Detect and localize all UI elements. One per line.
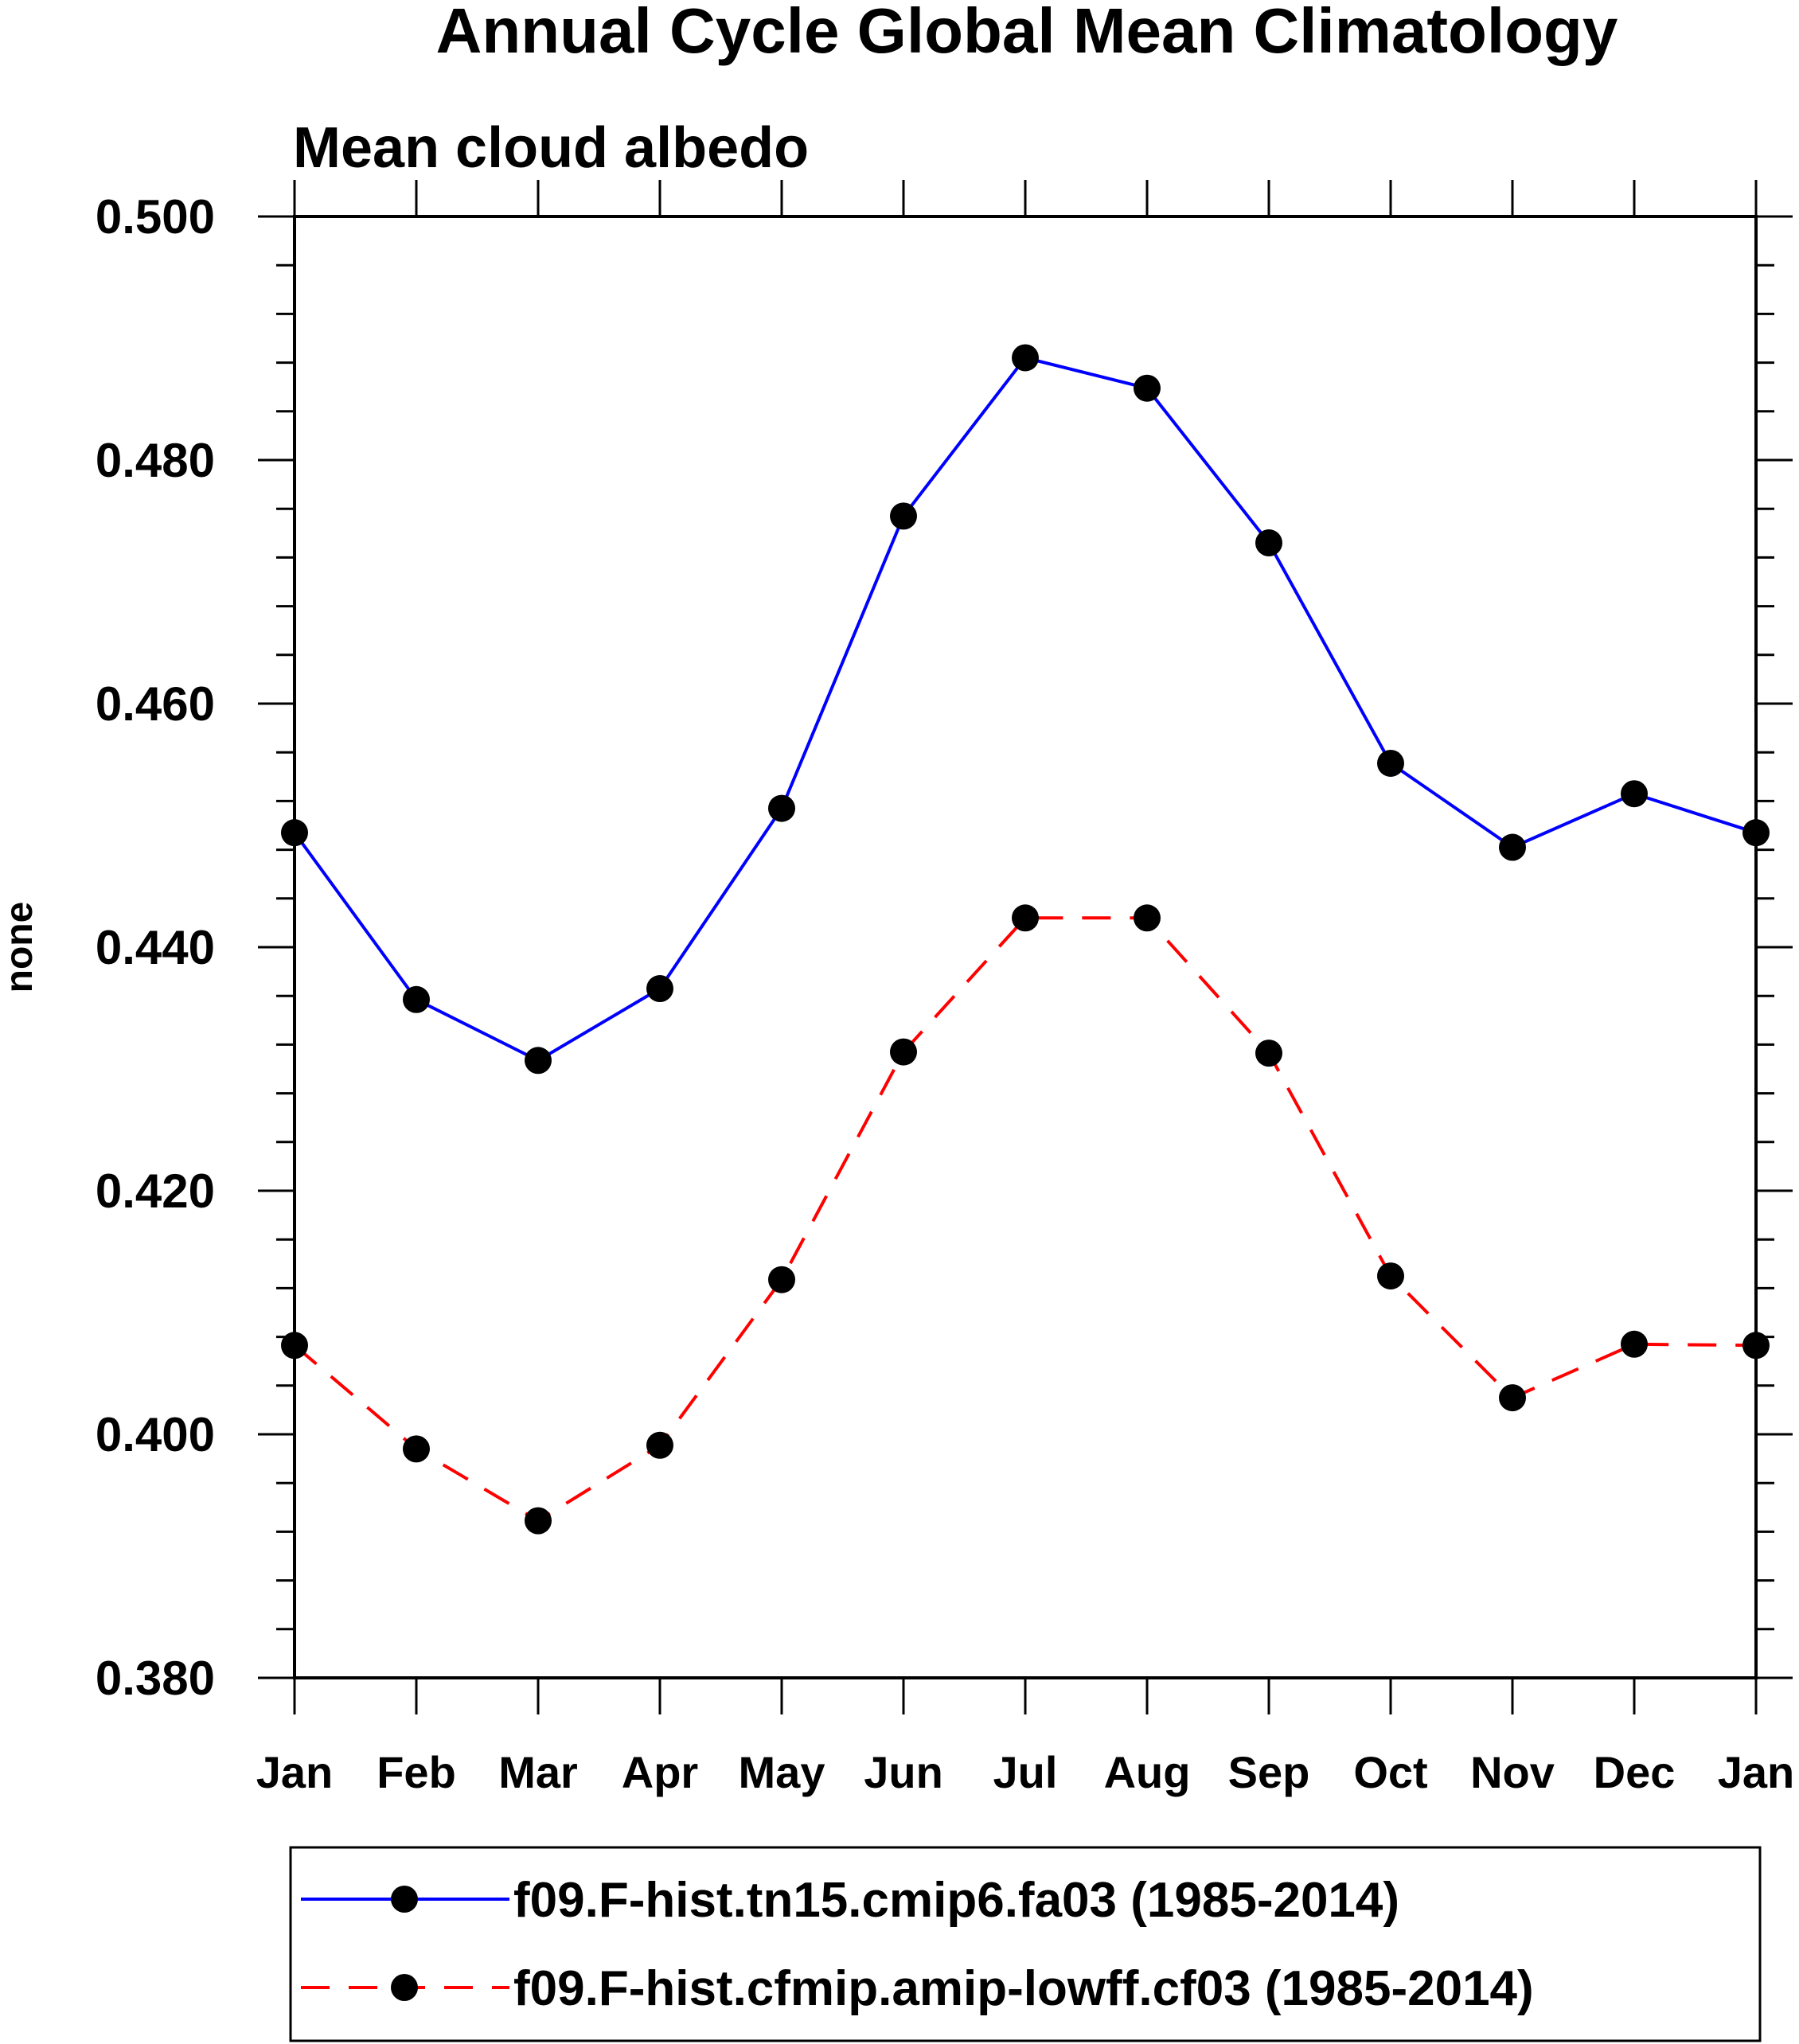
legend-label: f09.F-hist.tn15.cmip6.fa03 (1985-2014): [513, 1873, 1399, 1928]
data-point: [1742, 1332, 1770, 1359]
chart-title: Annual Cycle Global Mean Climatology: [436, 0, 1618, 66]
series-2: [281, 904, 1770, 1535]
data-point: [890, 502, 917, 530]
x-tick-label: Nov: [1470, 1747, 1555, 1797]
x-tick-label: Jun: [864, 1747, 943, 1797]
series-line: [293, 356, 1757, 1063]
y-tick-label: 0.400: [96, 1408, 215, 1461]
legend-marker: [391, 1886, 418, 1913]
x-tick-label: Jul: [993, 1747, 1058, 1797]
legend-marker: [391, 1974, 418, 2001]
data-point: [890, 1038, 917, 1066]
data-point: [1012, 344, 1039, 372]
legend-box: [289, 1846, 1762, 2042]
x-tick-label: Oct: [1353, 1747, 1427, 1797]
x-tick-label: Dec: [1594, 1747, 1676, 1797]
data-point: [1255, 529, 1282, 557]
y-axis-label: none: [0, 902, 41, 993]
data-point: [1742, 819, 1770, 847]
y-tick-label: 0.420: [96, 1164, 215, 1218]
y-tick-label: 0.460: [96, 677, 215, 731]
data-point: [646, 975, 673, 1003]
data-point: [1255, 1040, 1282, 1067]
chart-subtitle: Mean cloud albedo: [293, 116, 809, 180]
data-point: [768, 1266, 795, 1293]
data-point: [1621, 780, 1648, 808]
y-tick-label: 0.380: [96, 1652, 215, 1705]
y-tick-label: 0.500: [96, 190, 215, 244]
legend-item-1: f09.F-hist.tn15.cmip6.fa03 (1985-2014): [301, 1873, 1399, 1928]
plot-frame: [293, 215, 1758, 1679]
series-line: [293, 916, 1757, 1523]
data-point: [1134, 904, 1161, 932]
x-axis-tick-labels: Jan Feb Mar Apr May Jun Jul Aug Sep Oct Nov Dec Jan: [256, 1747, 1795, 1797]
data-point: [1499, 1384, 1526, 1412]
x-tick-label: Jan: [256, 1747, 334, 1797]
data-point: [281, 1332, 308, 1359]
data-point: [1377, 1262, 1404, 1290]
data-point: [525, 1507, 552, 1535]
data-point: [646, 1431, 673, 1459]
x-tick-label: Aug: [1104, 1747, 1191, 1797]
data-point: [1377, 749, 1404, 777]
data-point: [1621, 1330, 1648, 1358]
y-tick-label: 0.480: [96, 434, 215, 487]
x-tick-label: Sep: [1228, 1747, 1310, 1797]
x-tick-label: Feb: [377, 1747, 456, 1797]
y-tick-label: 0.440: [96, 921, 215, 974]
x-tick-label: Jan: [1718, 1747, 1795, 1797]
data-point: [403, 1435, 430, 1463]
data-point: [1134, 374, 1161, 402]
series-1: [281, 344, 1770, 1075]
data-point: [1499, 833, 1526, 861]
legend: f09.F-hist.tn15.cmip6.fa03 (1985-2014) f0…: [301, 1873, 1534, 2016]
data-point: [525, 1047, 552, 1075]
x-tick-label: Mar: [498, 1747, 578, 1797]
y-axis-tick-labels: 0.380 0.400 0.420 0.440 0.460 0.480 0.500: [96, 190, 215, 1705]
legend-item-2: f09.F-hist.cfmip.amip-lowff.cf03 (1985-2…: [301, 1961, 1534, 2016]
x-tick-label: May: [739, 1747, 825, 1797]
x-tick-label: Apr: [622, 1747, 698, 1797]
data-point: [403, 985, 430, 1013]
legend-label: f09.F-hist.cfmip.amip-lowff.cf03 (1985-2…: [513, 1961, 1534, 2016]
series-layer: [281, 344, 1770, 1535]
data-point: [1012, 904, 1039, 932]
data-point: [768, 794, 795, 822]
axis-ticks: [258, 180, 1793, 1714]
data-point: [281, 819, 308, 847]
